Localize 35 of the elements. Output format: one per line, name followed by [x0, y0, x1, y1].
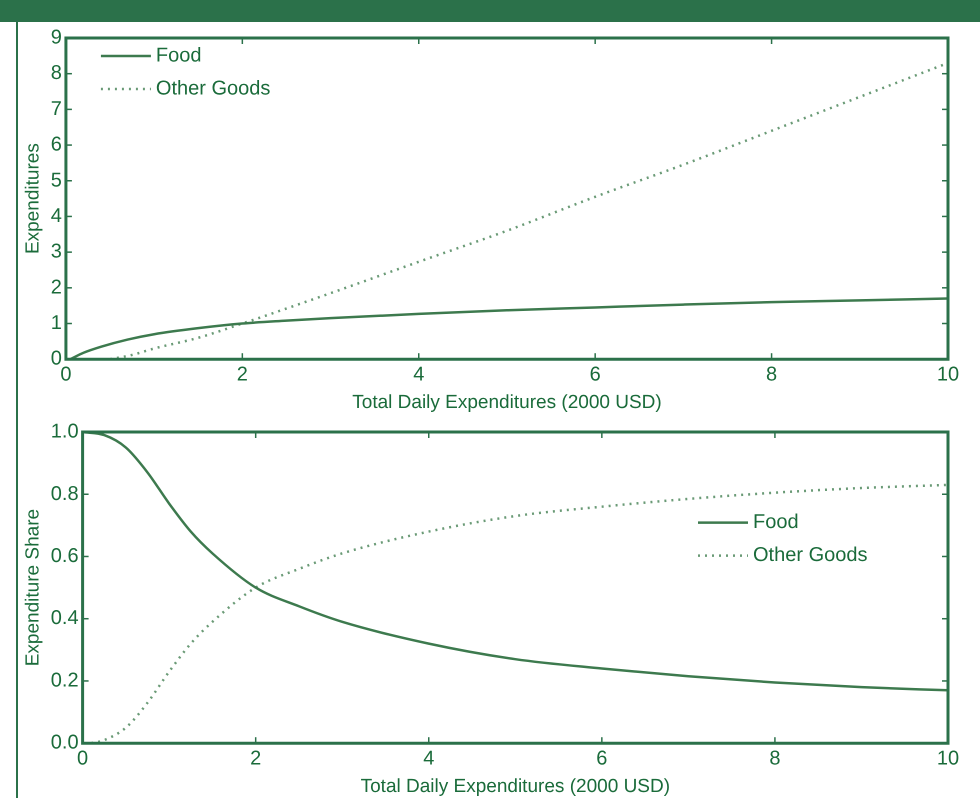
- y-axis-title: Expenditures: [22, 143, 44, 254]
- legend-label: Other Goods: [156, 78, 270, 100]
- legend-label: Other Goods: [753, 544, 868, 566]
- y-tick-label: 1.0: [50, 420, 79, 443]
- x-tick-label: 2: [250, 748, 262, 770]
- y-tick-label: 0.4: [50, 607, 79, 630]
- y-tick-label: 6: [50, 134, 62, 156]
- y-tick-label: 5: [50, 169, 62, 192]
- y-axis-title: Expenditure Share: [22, 508, 44, 666]
- y-tick-label: 0.6: [50, 544, 79, 567]
- y-tick-label: 0: [50, 348, 62, 370]
- y-tick-label: 3: [50, 240, 62, 263]
- x-tick-label: 8: [766, 364, 778, 386]
- legend-label: Food: [156, 44, 202, 67]
- y-tick-label: 7: [50, 98, 62, 120]
- y-tick-label: 9: [50, 26, 62, 49]
- x-tick-label: 4: [413, 364, 424, 386]
- y-tick-label: 8: [50, 62, 62, 84]
- x-tick-label: 10: [936, 748, 960, 770]
- x-tick-label: 6: [596, 748, 608, 770]
- x-tick-label: 10: [936, 364, 960, 386]
- y-tick-label: 4: [50, 204, 62, 227]
- x-axis-title: Total Daily Expenditures (2000 USD): [352, 392, 662, 413]
- y-tick-label: 1: [50, 312, 62, 334]
- x-tick-label: 4: [423, 748, 434, 770]
- line-series: [69, 297, 948, 360]
- x-tick-label: 2: [236, 364, 248, 386]
- x-axis-title: Total Daily Expenditures (2000 USD): [360, 776, 670, 797]
- x-tick-label: 6: [590, 364, 601, 386]
- x-tick-label: 8: [769, 748, 780, 770]
- y-tick-label: 0.0: [50, 732, 79, 754]
- y-tick-label: 0.8: [50, 482, 79, 505]
- y-tick-label: 0.2: [50, 669, 79, 692]
- legend-label: Food: [753, 511, 799, 534]
- y-tick-label: 2: [50, 276, 62, 298]
